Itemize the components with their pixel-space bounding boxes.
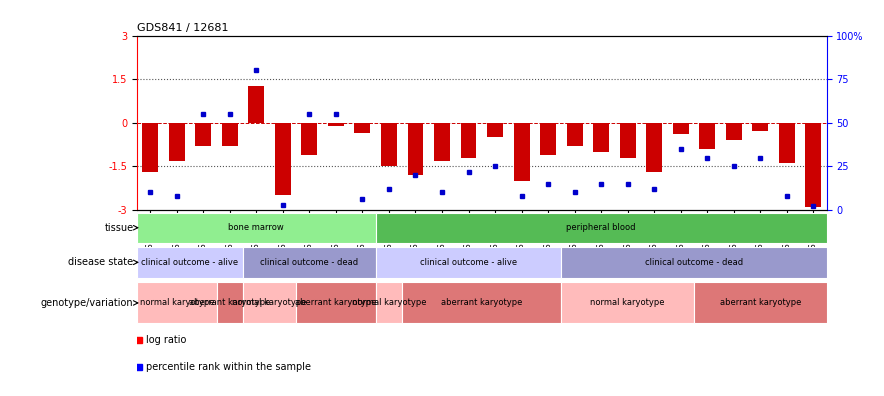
- Bar: [142, 123, 158, 172]
- Text: disease state: disease state: [68, 257, 133, 267]
- Text: bone marrow: bone marrow: [228, 223, 285, 232]
- Bar: [752, 123, 768, 131]
- Text: aberrant karyotype: aberrant karyotype: [441, 299, 522, 307]
- Bar: [567, 123, 583, 146]
- Bar: [434, 123, 450, 160]
- Text: genotype/variation: genotype/variation: [41, 298, 133, 308]
- Bar: [137, 213, 376, 243]
- Bar: [593, 123, 609, 152]
- Bar: [328, 123, 344, 126]
- Bar: [137, 282, 217, 324]
- Text: log ratio: log ratio: [146, 335, 187, 345]
- Bar: [694, 282, 827, 324]
- Text: aberrant karyotype: aberrant karyotype: [189, 299, 271, 307]
- Text: aberrant karyotype: aberrant karyotype: [720, 299, 801, 307]
- Bar: [217, 282, 243, 324]
- Bar: [354, 123, 370, 133]
- Text: clinical outcome - alive: clinical outcome - alive: [420, 258, 517, 267]
- Bar: [673, 123, 689, 134]
- Bar: [248, 86, 264, 123]
- Bar: [779, 123, 795, 164]
- Bar: [376, 282, 402, 324]
- Bar: [195, 123, 211, 146]
- Bar: [381, 123, 397, 166]
- Bar: [408, 123, 423, 175]
- Bar: [243, 282, 296, 324]
- Text: normal karyotype: normal karyotype: [140, 299, 214, 307]
- Text: normal karyotype: normal karyotype: [232, 299, 307, 307]
- Text: clinical outcome - alive: clinical outcome - alive: [141, 258, 239, 267]
- Text: normal karyotype: normal karyotype: [352, 299, 426, 307]
- Bar: [169, 123, 185, 160]
- Text: tissue: tissue: [104, 223, 133, 233]
- Text: GDS841 / 12681: GDS841 / 12681: [137, 23, 229, 34]
- Text: percentile rank within the sample: percentile rank within the sample: [146, 362, 311, 372]
- Bar: [243, 247, 376, 278]
- Bar: [275, 123, 291, 195]
- Bar: [805, 123, 821, 207]
- Bar: [726, 123, 742, 140]
- Bar: [376, 247, 561, 278]
- Bar: [376, 213, 827, 243]
- Bar: [540, 123, 556, 155]
- Text: aberrant karyotype: aberrant karyotype: [295, 299, 377, 307]
- Bar: [296, 282, 376, 324]
- Bar: [222, 123, 238, 146]
- Bar: [699, 123, 715, 149]
- Text: peripheral blood: peripheral blood: [567, 223, 636, 232]
- Bar: [561, 247, 827, 278]
- Bar: [487, 123, 503, 137]
- Text: clinical outcome - dead: clinical outcome - dead: [644, 258, 743, 267]
- Bar: [301, 123, 317, 155]
- Bar: [561, 282, 694, 324]
- Bar: [137, 247, 243, 278]
- Bar: [514, 123, 530, 181]
- Text: clinical outcome - dead: clinical outcome - dead: [260, 258, 359, 267]
- Bar: [620, 123, 636, 158]
- Bar: [402, 282, 561, 324]
- Bar: [646, 123, 662, 172]
- Text: normal karyotype: normal karyotype: [591, 299, 665, 307]
- Bar: [461, 123, 476, 158]
